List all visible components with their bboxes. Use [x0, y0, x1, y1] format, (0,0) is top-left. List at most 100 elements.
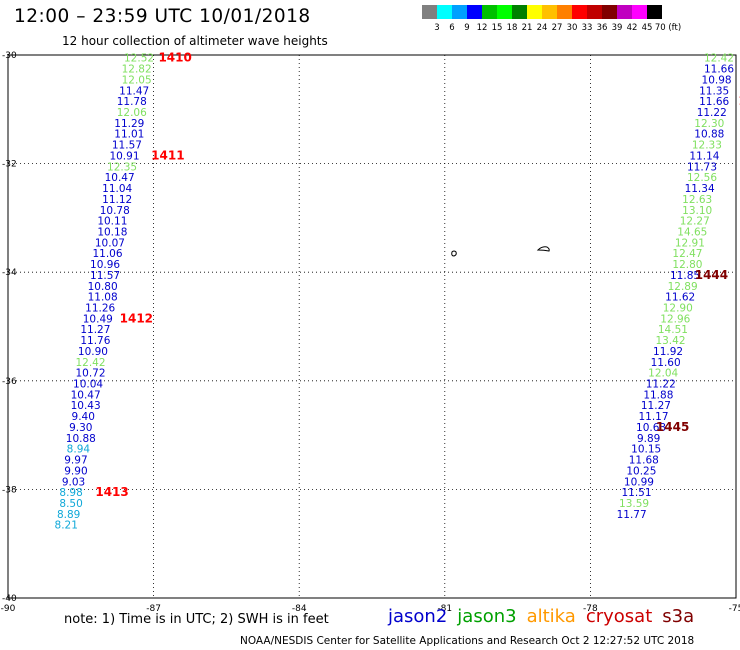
y-tick-label: -40 [2, 594, 17, 604]
wave-height-value: 11.76 [80, 335, 110, 347]
wave-height-value: 11.57 [90, 270, 120, 282]
wave-height-value: 10.72 [75, 368, 105, 380]
color-scale-label: 18 [506, 23, 518, 33]
chart-title: 12:00 – 23:59 UTC 10/01/2018 [14, 6, 311, 27]
wave-height-value: 10.98 [702, 74, 732, 86]
wave-height-value: 12.42 [75, 357, 105, 369]
wave-height-value: 9.40 [72, 411, 95, 423]
color-swatch [512, 5, 527, 19]
wave-height-value: 11.22 [697, 107, 727, 119]
wave-height-value: 11.22 [646, 379, 676, 391]
color-swatch [572, 5, 587, 19]
wave-height-value: 11.26 [85, 302, 115, 314]
wave-height-value: 10.99 [624, 476, 654, 488]
color-swatch [587, 5, 602, 19]
satellite-label-s3a: s3a [662, 606, 695, 627]
wave-height-value: 12.33 [692, 140, 722, 152]
wave-height-value: 10.18 [97, 226, 127, 238]
wave-height-value: 11.29 [114, 118, 144, 130]
footer-note: note: 1) Time is in UTC; 2) SWH is in fe… [64, 612, 329, 627]
wave-height-value: 12.47 [672, 248, 702, 260]
color-scale-label: 24 [536, 23, 548, 33]
wave-height-value: 8.21 [55, 520, 78, 532]
wave-height-value: 11.08 [88, 292, 118, 304]
x-tick-label: -90 [1, 604, 16, 614]
wave-height-value: 10.43 [71, 400, 101, 412]
color-scale-label: 36 [596, 23, 608, 33]
wave-height-value: 10.11 [97, 216, 127, 228]
wave-height-value: 10.04 [73, 379, 103, 391]
wave-height-value: 12.27 [680, 216, 710, 228]
wave-height-value: 11.17 [638, 411, 668, 423]
credit-line: NOAA/NESDIS Center for Satellite Applica… [240, 635, 695, 647]
wave-height-value: 14.65 [677, 226, 707, 238]
color-scale-label: 15 [491, 23, 503, 33]
wave-height-value: 12.56 [687, 172, 717, 184]
color-swatch [617, 5, 632, 19]
color-swatch [542, 5, 557, 19]
wave-height-value: 12.35 [107, 161, 137, 173]
color-swatch [647, 5, 662, 19]
time-label: 1412 [120, 311, 153, 325]
wave-height-value: 8.50 [59, 498, 82, 510]
y-tick-label: -38 [2, 485, 17, 495]
wave-height-value: 11.66 [699, 96, 729, 108]
wave-height-value: 12.42 [704, 53, 734, 65]
satellite-label-cryosat: cryosat [585, 606, 653, 627]
wave-height-value: 10.78 [100, 205, 130, 217]
wave-height-value: 12.06 [117, 107, 147, 119]
wave-height-value: 14.51 [658, 324, 688, 336]
chart-subtitle: 12 hour collection of altimeter wave hei… [62, 34, 328, 48]
x-tick-label: -75 [729, 604, 740, 614]
time-label: 1444 [695, 268, 728, 282]
color-scale-label: 39 [611, 23, 623, 33]
color-scale-label: 21 [521, 23, 533, 33]
color-scale-label: 30 [566, 23, 578, 33]
color-scale-label: 70 (ft) [654, 23, 682, 33]
time-label: 1445 [656, 420, 689, 434]
wave-height-value: 10.90 [78, 346, 108, 358]
time-label: 1411 [151, 148, 184, 162]
wave-height-value: 10.80 [88, 281, 118, 293]
wave-height-value: 10.07 [95, 237, 125, 249]
color-swatch [557, 5, 572, 19]
wave-height-value: 12.63 [682, 194, 712, 206]
color-swatch [452, 5, 467, 19]
y-tick-label: -32 [2, 160, 17, 170]
satellite-label-jason3: jason3 [457, 606, 517, 627]
color-scale-label: 27 [551, 23, 563, 33]
wave-height-value: 11.68 [629, 455, 659, 467]
wave-height-value: 11.78 [117, 96, 147, 108]
color-swatch [602, 5, 617, 19]
wave-height-value: 13.42 [655, 335, 685, 347]
wave-height-value: 10.88 [694, 129, 724, 141]
wave-height-value: 12.04 [648, 368, 678, 380]
wave-height-value: 11.47 [119, 85, 149, 97]
color-swatch [437, 5, 452, 19]
wave-height-value: 11.06 [92, 248, 122, 260]
wave-height-value: 9.97 [64, 455, 87, 467]
color-scale-label: 33 [581, 23, 593, 33]
wave-height-value: 11.34 [685, 183, 715, 195]
color-swatch [482, 5, 497, 19]
y-tick-label: -30 [2, 51, 17, 61]
wave-height-value: 12.91 [675, 237, 705, 249]
color-scale-label: 12 [476, 23, 488, 33]
wave-height-value: 10.47 [105, 172, 135, 184]
color-swatch [497, 5, 512, 19]
color-scale-label: 45 [641, 23, 653, 33]
wave-height-value: 10.49 [83, 313, 113, 325]
wave-height-value: 11.62 [665, 292, 695, 304]
color-scale-label: 6 [449, 23, 455, 33]
wave-height-value: 11.01 [114, 129, 144, 141]
wave-height-value: 11.66 [704, 64, 734, 76]
wave-height-value: 10.25 [626, 465, 656, 477]
x-tick-label: -81 [437, 604, 452, 614]
time-label: 14 [738, 94, 740, 108]
wave-height-value: 12.90 [663, 302, 693, 314]
satellite-label-altika: altika [526, 606, 576, 627]
time-label: 1410 [158, 51, 191, 65]
wave-height-value: 11.57 [112, 140, 142, 152]
color-swatch [632, 5, 647, 19]
